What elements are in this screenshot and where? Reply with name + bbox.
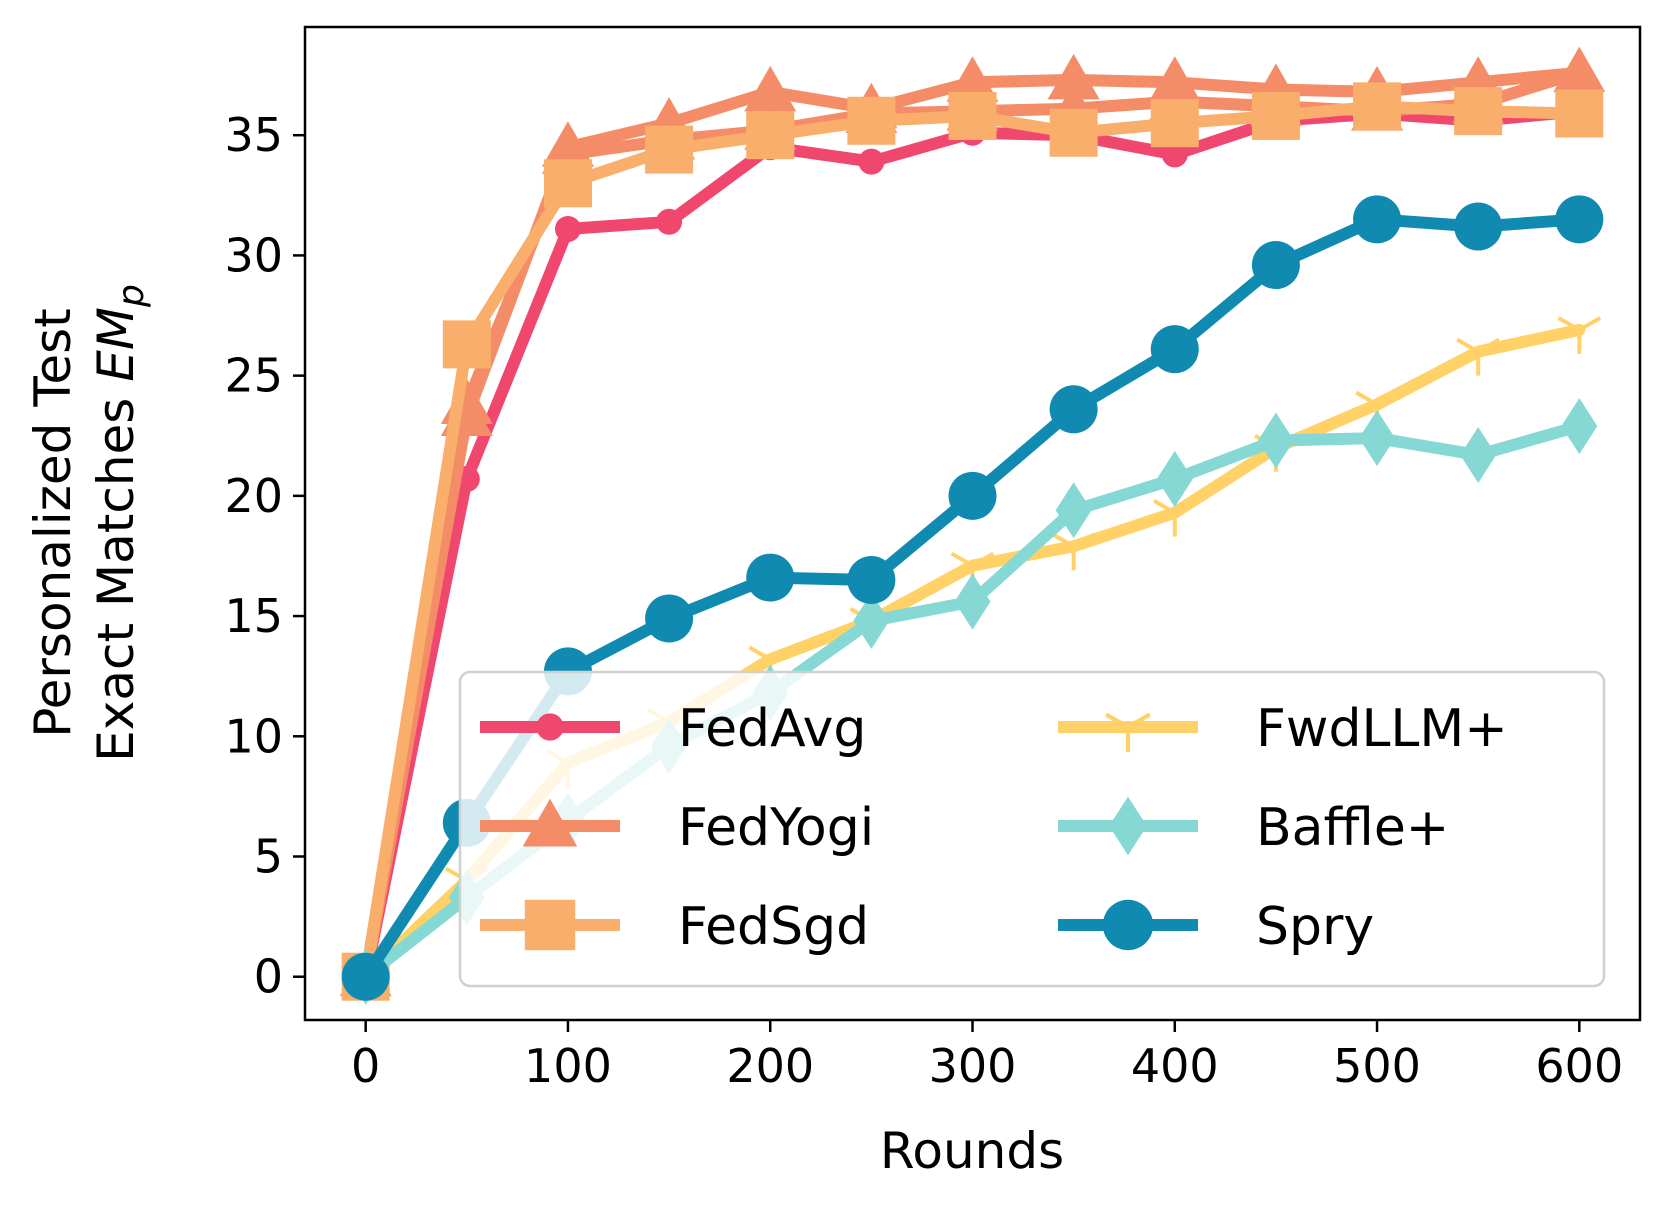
data-point-fedsgd-6 <box>948 91 997 140</box>
data-point-fedyogi-6 <box>946 56 999 102</box>
data-point-baffle-plus-7 <box>1055 482 1092 539</box>
legend-item-fwdllm-plus: FwdLLM+ <box>1058 699 1508 759</box>
x-tick-label-600: 600 <box>1535 1039 1623 1093</box>
x-tick-label-0: 0 <box>351 1039 380 1093</box>
data-point-spry-8 <box>1150 325 1199 374</box>
data-point-baffle-plus-10 <box>1359 410 1396 467</box>
data-point-fedsgd-2 <box>543 159 592 208</box>
x-tick-label-200: 200 <box>726 1039 814 1093</box>
legend-label-fedsgd: FedSgd <box>678 897 869 957</box>
data-point-fedsgd-1 <box>442 320 491 369</box>
y-tick-label-10: 10 <box>224 709 283 763</box>
y-tick-label-20: 20 <box>224 469 283 523</box>
legend-label-baffle-plus: Baffle+ <box>1256 798 1449 858</box>
data-point-baffle-plus-11 <box>1460 426 1497 483</box>
legend-entries: FedAvg FedYogi FedSgd FwdLLM+ Baffle+ Spry <box>480 699 1508 957</box>
data-point-spry-4 <box>746 553 795 602</box>
x-axis-title: Rounds <box>880 1122 1064 1180</box>
data-point-fedavg-8 <box>1161 141 1188 168</box>
data-point-fedsgd-5 <box>847 96 896 145</box>
data-point-fedsgd-7 <box>1049 108 1098 157</box>
y-axis-title-line1: Personalized Test <box>24 308 82 738</box>
data-point-fedsgd-9 <box>1251 91 1300 140</box>
data-point-fedyogi-4 <box>744 65 797 112</box>
data-point-fedsgd-11 <box>1454 87 1503 136</box>
legend-label-fedavg: FedAvg <box>678 699 866 759</box>
data-point-spry-3 <box>645 594 694 643</box>
y-tick-label-0: 0 <box>254 950 283 1004</box>
y-axis-title: Personalized Test Exact Matches EMp <box>24 284 152 762</box>
x-tick-label-500: 500 <box>1333 1039 1421 1093</box>
legend-marker-spry <box>1102 899 1154 951</box>
data-point-fedsgd-12 <box>1555 89 1604 138</box>
data-point-fedyogi-7 <box>1047 53 1100 100</box>
y-axis-title-text: Exact Matches <box>87 382 145 762</box>
data-point-fwdllm-plus-11 <box>1456 337 1501 376</box>
data-point-fedsgd-3 <box>645 125 694 174</box>
y-tick-label-25: 25 <box>224 349 283 403</box>
data-point-spry-6 <box>948 471 997 520</box>
data-point-fedsgd-8 <box>1150 99 1199 148</box>
legend-item-fedsgd: FedSgd <box>480 897 869 957</box>
x-axis: 0 100 200 300 400 500 600 <box>351 1020 1623 1093</box>
legend-item-spry: Spry <box>1058 897 1374 957</box>
x-tick-label-100: 100 <box>524 1039 612 1093</box>
legend-label-fwdllm-plus: FwdLLM+ <box>1256 699 1508 759</box>
data-point-spry-10 <box>1353 195 1402 244</box>
legend-box <box>458 670 1606 988</box>
data-point-spry-5 <box>847 556 896 605</box>
data-point-spry-0 <box>341 952 390 1001</box>
data-point-spry-9 <box>1251 241 1300 290</box>
legend: FedAvg FedYogi FedSgd FwdLLM+ Baffle+ Spry <box>458 670 1606 988</box>
y-tick-label-30: 30 <box>224 228 283 282</box>
data-point-baffle-plus-6 <box>954 573 991 630</box>
y-axis-title-subscript: p <box>111 284 152 308</box>
data-point-baffle-plus-5 <box>853 592 890 649</box>
series-layer <box>339 46 1606 1005</box>
x-tick-label-300: 300 <box>929 1039 1017 1093</box>
data-point-baffle-plus-12 <box>1561 398 1598 455</box>
data-point-fwdllm-plus-12 <box>1557 316 1602 354</box>
data-point-fedsgd-4 <box>746 111 795 160</box>
data-point-fwdllm-plus-8 <box>1152 498 1197 537</box>
legend-marker-fwdllm-plus <box>1105 712 1151 753</box>
legend-label-spry: Spry <box>1256 897 1374 957</box>
legend-marker-fedsgd <box>524 899 576 951</box>
x-tick-label-400: 400 <box>1131 1039 1219 1093</box>
data-point-spry-11 <box>1454 202 1503 251</box>
data-point-fedyogi-12 <box>1553 46 1606 93</box>
data-point-fedavg-2 <box>554 215 581 242</box>
y-axis-title-math: EM <box>87 307 145 382</box>
y-axis-title-line2: Exact Matches EMp <box>87 284 152 762</box>
legend-label-fedyogi: FedYogi <box>678 798 874 858</box>
legend-marker-baffle-plus <box>1109 796 1147 856</box>
y-axis: 0 5 10 15 20 25 30 35 <box>224 108 305 1004</box>
legend-item-fedavg: FedAvg <box>480 699 866 759</box>
data-point-fedsgd-10 <box>1353 82 1402 131</box>
data-point-fedavg-5 <box>858 148 885 175</box>
legend-marker-fedavg <box>536 713 564 741</box>
data-point-fedyogi-23 <box>440 378 493 424</box>
legend-marker-fedyogi <box>522 798 578 847</box>
data-point-baffle-plus-9 <box>1257 412 1294 469</box>
y-tick-label-35: 35 <box>224 108 283 162</box>
legend-item-fedyogi: FedYogi <box>480 798 874 858</box>
data-point-spry-12 <box>1555 195 1604 244</box>
y-tick-label-15: 15 <box>224 589 283 643</box>
legend-item-baffle-plus: Baffle+ <box>1058 796 1449 858</box>
data-point-baffle-plus-8 <box>1156 451 1193 508</box>
data-point-fedavg-3 <box>656 208 683 235</box>
data-point-spry-7 <box>1049 385 1098 434</box>
data-point-fwdllm-plus-7 <box>1051 532 1096 571</box>
y-tick-label-5: 5 <box>254 830 283 884</box>
